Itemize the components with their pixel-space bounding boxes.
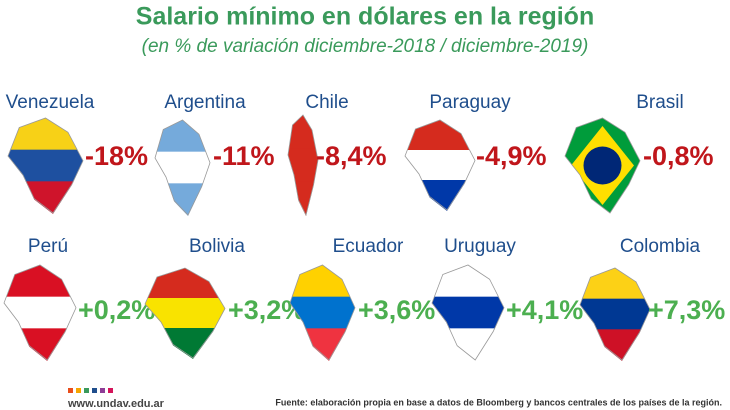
change-value: -4,9% [476,141,547,171]
map-stripe [405,150,475,181]
change-value: -8,4% [316,141,387,171]
country-map [145,268,225,359]
site-dots [68,388,113,393]
map-stripe [583,146,622,185]
map-stripe [145,268,225,299]
map-stripe [4,328,76,361]
country-name: Perú [28,236,68,257]
country-map [8,118,83,214]
map-stripe [405,120,475,151]
map-stripe [580,329,650,361]
country-name: Ecuador [333,236,404,257]
change-value: -0,8% [643,141,714,171]
map-outline [404,119,476,211]
map-outline [154,119,211,216]
site: www.undav.edu.ar [67,398,165,410]
map-outline [7,117,84,214]
map-stripe [8,181,83,214]
change-value: -11% [213,141,275,171]
map-stripe [432,265,504,298]
map-stripe [432,328,504,361]
subtitle: (en % de variación diciembre-2018 / dici… [142,36,589,57]
map-outline [3,264,77,361]
change-value: +0,2% [78,295,155,325]
country-map [405,120,475,211]
map-stripe [288,181,318,216]
map-stripe [145,328,225,359]
map-outline [287,114,319,217]
map-outline [144,267,226,359]
map-stripe [155,151,210,185]
country-map [565,118,640,213]
map-stripe [4,296,76,330]
map-stripe [288,115,318,150]
map-stripe [288,148,318,183]
country-map [155,120,210,216]
source: Fuente: elaboración propia en base a dat… [275,397,722,407]
country-map [288,115,318,216]
map-stripe [4,265,76,298]
country-name: Brasil [636,92,684,113]
change-value: +3,6% [358,295,435,325]
change-value: -18% [85,141,148,171]
map-outline [564,117,641,214]
map-outline [579,267,651,361]
map-outline [289,264,356,361]
change-value: +4,1% [506,295,583,325]
title: Salario mínimo en dólares en la región [136,3,594,31]
country-name: Colombia [620,236,701,257]
country-name: Venezuela [6,92,95,113]
map-stripe [405,180,475,211]
country-map [4,265,76,361]
map-stripe [580,298,650,331]
map-stripe [432,296,504,330]
country-name: Chile [305,92,348,113]
map-stripe [155,183,210,216]
map-stripe [290,328,355,361]
country-map [580,268,650,361]
map-outline [431,264,505,361]
map-stripe [8,118,83,151]
country-map [290,265,355,361]
country-map [432,265,504,361]
country-name: Bolivia [189,236,245,257]
country-name: Argentina [164,92,246,113]
country-name: Paraguay [429,92,511,113]
map-stripe [580,268,650,300]
change-value: +7,3% [648,295,725,325]
country-name: Uruguay [444,236,516,257]
map-stripe [8,149,83,183]
map-stripe [155,120,210,153]
map-stripe [290,265,355,298]
map-stripe [145,298,225,329]
